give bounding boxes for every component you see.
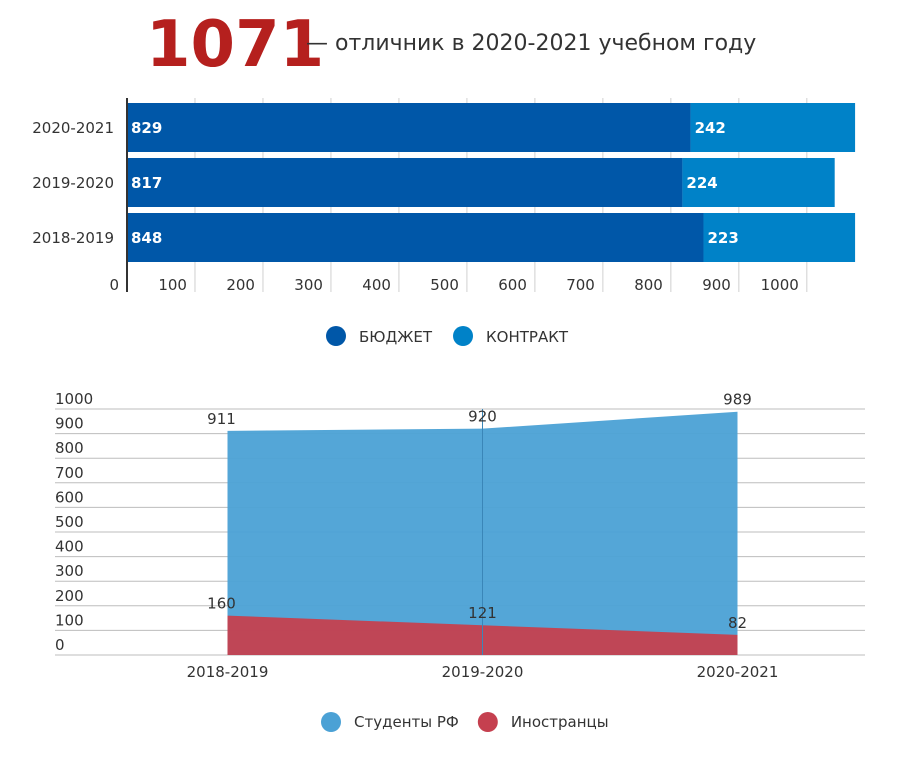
x-tick-label: 100 xyxy=(158,276,187,294)
bar-segment xyxy=(690,103,856,152)
x-tick-label: 2020-2021 xyxy=(697,663,779,681)
x-tick-label: 2018-2019 xyxy=(187,663,269,681)
x-tick-label: 400 xyxy=(362,276,391,294)
data-label: 848 xyxy=(131,229,162,247)
x-tick-label: 1000 xyxy=(761,276,799,294)
bar-segment xyxy=(682,158,835,207)
x-tick-label: 900 xyxy=(702,276,731,294)
x-tick-label: 200 xyxy=(226,276,255,294)
legend-swatch xyxy=(321,712,341,732)
data-label: 223 xyxy=(707,229,738,247)
headline-text: — отличник в 2020-2021 учебном году xyxy=(306,31,756,56)
bar-segment xyxy=(127,103,691,152)
headline-number: 1071 xyxy=(146,8,324,82)
x-tick-label: 2019-2020 xyxy=(442,663,524,681)
y-tick-label: 2018-2019 xyxy=(32,229,114,247)
x-tick-label: 0 xyxy=(109,276,119,294)
legend-swatch xyxy=(477,712,498,732)
legend-label: БЮДЖЕТ xyxy=(359,328,433,346)
y-tick-label: 800 xyxy=(55,439,84,457)
data-label: 224 xyxy=(686,174,717,192)
bar-segment xyxy=(127,213,704,262)
data-label: 829 xyxy=(131,119,162,137)
x-tick-label: 600 xyxy=(498,276,527,294)
data-label: 121 xyxy=(468,604,497,622)
legend-label: КОНТРАКТ xyxy=(486,328,569,346)
y-tick-label: 2020-2021 xyxy=(32,119,114,137)
x-tick-label: 800 xyxy=(634,276,663,294)
y-tick-label: 700 xyxy=(55,464,84,482)
bar-segment xyxy=(703,213,856,262)
x-tick-label: 700 xyxy=(566,276,595,294)
legend-label: Иностранцы xyxy=(511,713,609,731)
y-tick-label: 1000 xyxy=(55,390,93,408)
data-label: 242 xyxy=(695,119,726,137)
y-tick-label: 200 xyxy=(55,587,84,605)
legend-swatch xyxy=(453,326,474,346)
data-label: 160 xyxy=(207,595,236,613)
y-tick-label: 400 xyxy=(55,538,84,556)
y-tick-label: 0 xyxy=(55,636,65,654)
data-label: 911 xyxy=(207,410,236,428)
y-tick-label: 500 xyxy=(55,513,84,531)
y-tick-label: 2019-2020 xyxy=(32,174,114,192)
data-label: 817 xyxy=(131,174,162,192)
y-tick-label: 100 xyxy=(55,611,84,629)
y-tick-label: 300 xyxy=(55,562,84,580)
data-label: 82 xyxy=(728,614,747,632)
y-tick-label: 600 xyxy=(55,488,84,506)
x-tick-label: 500 xyxy=(430,276,459,294)
y-tick-label: 900 xyxy=(55,415,84,433)
x-tick-label: 300 xyxy=(294,276,323,294)
legend-label: Студенты РФ xyxy=(354,713,459,731)
legend-swatch xyxy=(326,326,346,346)
bar-segment xyxy=(127,158,683,207)
data-label: 989 xyxy=(723,391,752,409)
data-label: 920 xyxy=(468,408,497,426)
